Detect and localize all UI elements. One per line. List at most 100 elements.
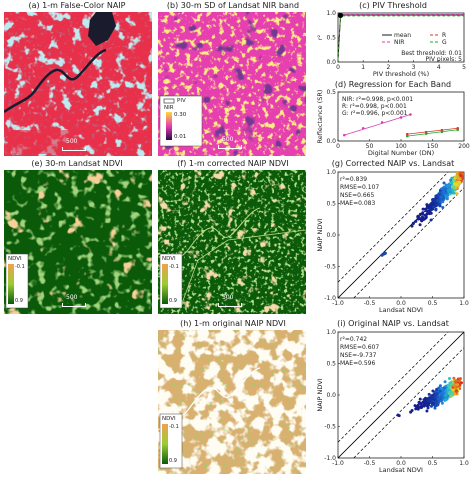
regression-stat-nir: NIR: r²=0.998, p<0.001: [342, 96, 413, 103]
legend-piv-label: PIV: [177, 98, 186, 104]
data-point-nir: [399, 116, 403, 119]
density-point: [414, 219, 418, 223]
scale-label-f: 500: [222, 294, 234, 301]
density-point: [427, 204, 431, 208]
density-point: [438, 389, 442, 393]
fit-stat: MAE=0.596: [340, 360, 375, 367]
density-point: [428, 212, 432, 216]
density-point: [443, 380, 447, 384]
density-point: [459, 174, 463, 178]
density-point: [433, 201, 437, 205]
density-point: [452, 179, 456, 183]
legend-nir-max: 0.30: [174, 112, 187, 118]
outlier-point: [383, 251, 387, 255]
density-point: [425, 403, 429, 407]
scale-bar-a: [62, 147, 86, 151]
density-point: [442, 386, 446, 390]
upper-bound-line: [338, 332, 449, 443]
legend-nir-min: 0.01: [174, 134, 187, 140]
legend-ndvi-title-f: NDVI: [162, 256, 176, 262]
x-tick-label: 0.5: [428, 460, 438, 467]
y-tick-label: 0.5: [326, 361, 336, 368]
density-point: [414, 407, 418, 411]
density-point: [430, 397, 434, 401]
density-point: [461, 168, 464, 170]
density-point: [425, 209, 429, 213]
lower-bound-line: [353, 347, 464, 458]
chart-original-scatter: -1.0 -0.5 0.0 0.5 1.0 -1.0 -0.5 0.0 0.5 1.0 Landsa…: [314, 328, 472, 477]
density-point: [442, 181, 446, 185]
density-point: [459, 172, 463, 174]
density-point: [441, 205, 445, 209]
threshold-annotation: PIV pixels: 5: [426, 56, 463, 63]
density-point: [427, 396, 431, 400]
y-tick-label: -0.5: [324, 264, 336, 271]
x-tick-label: 2: [386, 64, 390, 71]
legend-label-nir: NIR: [394, 39, 404, 46]
density-point: [460, 168, 463, 171]
data-point-g: [406, 134, 409, 138]
caption-f: (f) 1-m corrected NAIP NDVI: [177, 159, 289, 168]
x-axis-label: Landsat NDVI: [379, 306, 423, 314]
legend-ndvi-min-e: -0.1: [15, 264, 25, 270]
data-point-nir: [343, 133, 346, 137]
density-point: [456, 383, 460, 387]
chart-band-regression: 0 50 100 150 200 0.0 0.5 Digital Number (DN) Ref…: [314, 89, 472, 159]
density-point: [425, 409, 429, 413]
caption-e: (e) 30-m Landsat NDVI: [31, 159, 123, 168]
data-point-g: [440, 130, 444, 133]
scatter-points: [338, 332, 464, 458]
density-point: [454, 380, 458, 384]
density-point: [436, 397, 440, 401]
scale-bar-f: [218, 303, 242, 307]
y-tick-label: 1.0: [326, 10, 336, 17]
map-corrected-naip-ndvi: NDVI -0.1 0.9 500: [158, 170, 306, 314]
density-point: [445, 197, 449, 201]
density-point: [441, 389, 445, 393]
legend-ndvi-title-e: NDVI: [8, 256, 22, 262]
x-tick-label: -1.0: [332, 300, 344, 307]
x-axis-label: PIV threshold (%): [373, 70, 429, 78]
density-point: [427, 398, 431, 402]
density-point: [451, 191, 455, 195]
legend-ndvi-max-e: 0.9: [15, 298, 23, 304]
data-point-nir: [380, 121, 384, 124]
y-tick-label: 0.0: [326, 392, 336, 399]
density-point: [434, 208, 438, 212]
density-point: [444, 191, 448, 195]
fit-stat: RMSE=0.107: [340, 184, 379, 191]
density-point: [397, 414, 401, 418]
density-point: [436, 403, 440, 407]
density-point: [419, 406, 423, 410]
density-point: [409, 410, 413, 414]
caption-c: (c) PIV Threshold: [359, 1, 427, 10]
map-original-naip-ndvi: NDVI -0.1 0.9: [158, 330, 306, 474]
lake-shape: [88, 12, 116, 46]
scale-label-b: 500: [222, 136, 234, 143]
y-tick-label: 1.0: [326, 329, 336, 336]
river-line: [4, 48, 107, 114]
density-point: [431, 401, 435, 405]
y-axis-label: NAIP NDVI: [316, 378, 324, 411]
y-tick-label: 0.0: [326, 138, 336, 145]
data-point-g: [456, 128, 459, 132]
density-point: [434, 401, 438, 405]
density-point: [422, 217, 426, 221]
density-point: [455, 182, 459, 186]
density-point: [454, 389, 458, 393]
x-tick-label: 0: [336, 64, 340, 71]
false-color-image: [4, 12, 152, 156]
caption-i: (i) Original NAIP vs. Landsat: [337, 319, 449, 328]
density-point: [447, 384, 451, 388]
density-point: [421, 207, 425, 211]
caption-h: (h) 1-m original NAIP NDVI: [180, 319, 286, 328]
regression-line-r: [407, 127, 458, 135]
x-tick-label: 0.0: [396, 300, 406, 307]
y-tick-label: -1.0: [324, 455, 336, 462]
density-point: [410, 224, 414, 228]
density-point: [448, 189, 452, 193]
density-point: [450, 185, 454, 189]
regression-stat-r: R: r²=0.998, p<0.001: [342, 103, 407, 110]
density-point: [453, 176, 457, 180]
density-point: [448, 386, 452, 390]
